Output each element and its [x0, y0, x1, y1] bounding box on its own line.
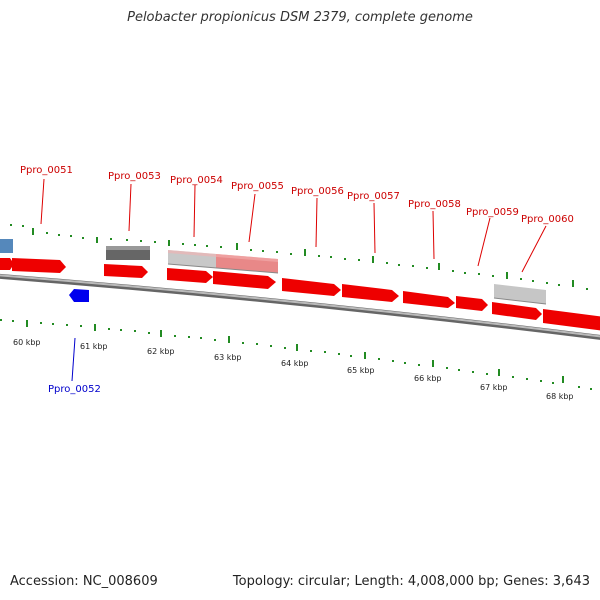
gene-arrow [282, 278, 341, 296]
gene-arrow [403, 291, 455, 308]
kbp-label: 66 kbp [414, 374, 442, 383]
kbp-label: 60 kbp [13, 338, 41, 347]
gene-arrow [342, 284, 399, 302]
kbp-label: 61 kbp [80, 342, 108, 351]
genome-backbone [0, 273, 600, 340]
gene-arrow [213, 271, 276, 289]
kbp-label: 67 kbp [480, 383, 508, 392]
kbp-label: 68 kbp [546, 392, 574, 401]
gene-arrow [543, 309, 600, 331]
gene-label: Ppro_0060 [521, 214, 574, 225]
gene-arrow [0, 258, 14, 270]
gene-label: Ppro_0052 [48, 384, 101, 395]
gene-label: Ppro_0056 [291, 186, 344, 197]
accession-text: Accession: NC_008609 [10, 574, 158, 589]
gene-arrow [167, 268, 213, 283]
gene-label: Ppro_0057 [347, 191, 400, 202]
minus-strand-genes [69, 289, 89, 302]
feature-block-blue [0, 239, 13, 253]
kbp-labels: 60 kbp 61 kbp 62 kbp 63 kbp 64 kbp 65 kb… [13, 338, 574, 401]
gene-label: Ppro_0058 [408, 199, 461, 210]
gene-arrow [492, 302, 542, 320]
kbp-label: 62 kbp [147, 347, 175, 356]
inner-ticks [0, 319, 592, 390]
gene-arrow [12, 258, 66, 273]
kbp-label: 63 kbp [214, 353, 242, 362]
gene-arrow-minus [69, 289, 89, 302]
gene-labels: Ppro_0051 Ppro_0052 Ppro_0053 Ppro_0054 … [20, 165, 574, 395]
gene-leader-lines [40, 178, 547, 382]
feature-blocks [0, 239, 547, 305]
genome-summary-text: Topology: circular; Length: 4,008,000 bp… [232, 574, 590, 589]
gene-label: Ppro_0053 [108, 171, 161, 182]
gene-label: Ppro_0059 [466, 207, 519, 218]
gene-arrow [104, 264, 148, 278]
gene-label: Ppro_0055 [231, 181, 284, 192]
map-title: Pelobacter propionicus DSM 2379, complet… [127, 10, 473, 25]
plus-strand-genes [0, 258, 600, 331]
outer-ticks [10, 224, 588, 290]
gene-label: Ppro_0051 [20, 165, 73, 176]
gene-arrow [456, 296, 488, 311]
kbp-label: 64 kbp [281, 359, 309, 368]
gene-label: Ppro_0054 [170, 175, 223, 186]
kbp-label: 65 kbp [347, 366, 375, 375]
